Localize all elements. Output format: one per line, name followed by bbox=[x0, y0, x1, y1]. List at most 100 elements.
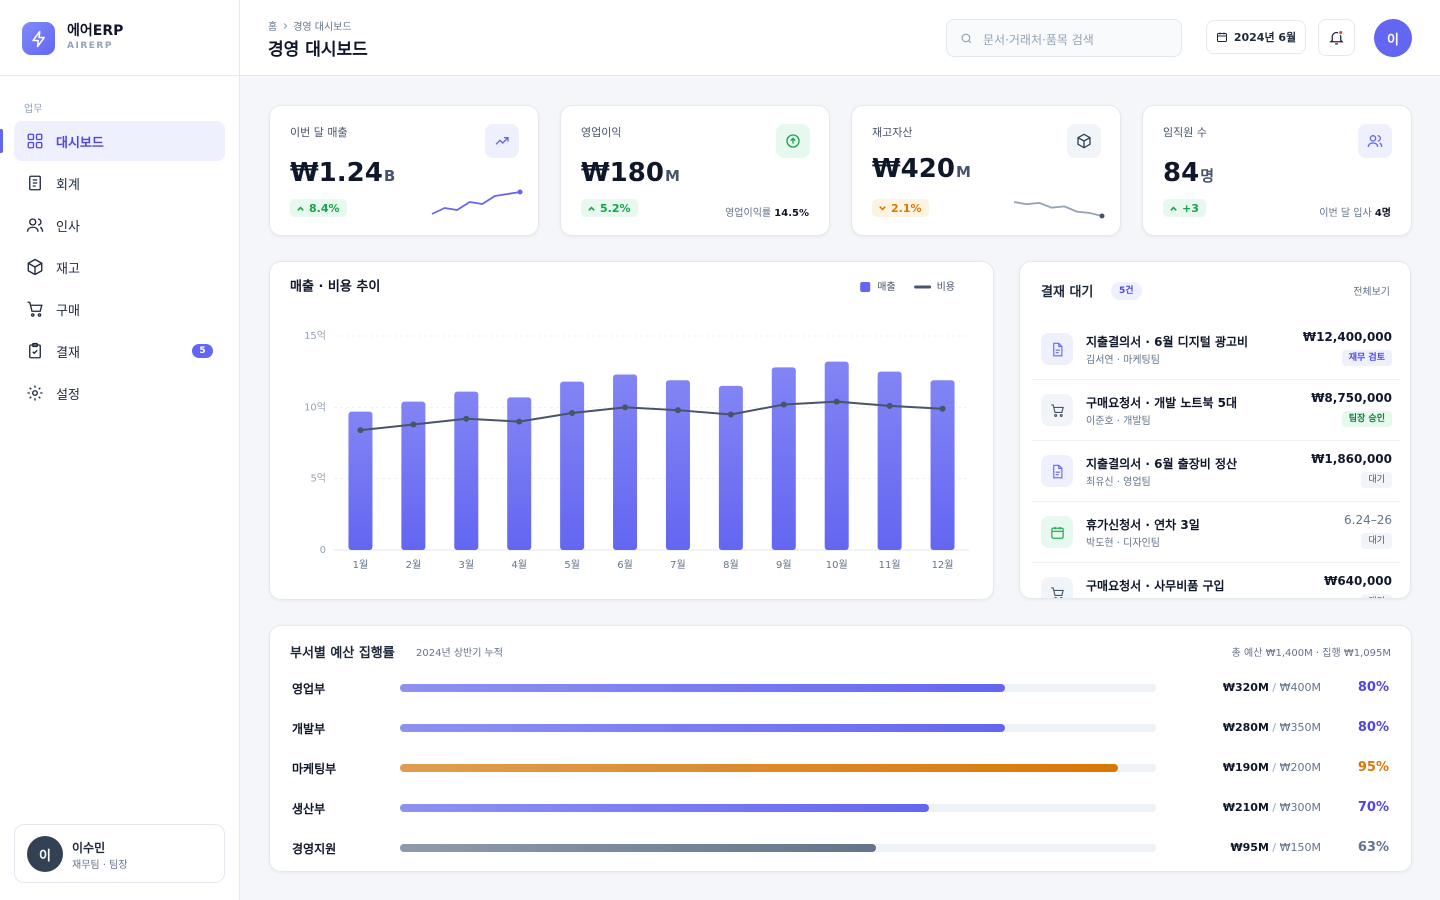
logo bbox=[22, 22, 55, 55]
approval-title: 휴가신청서 · 연차 3일 bbox=[1086, 518, 1200, 532]
department: 개발부 bbox=[292, 722, 326, 736]
nav-item[interactable]: 구매 bbox=[14, 289, 225, 329]
user-name: 이수민 bbox=[72, 841, 106, 855]
x-tick-label: 2월 bbox=[406, 559, 422, 571]
icon bbox=[1050, 403, 1064, 417]
kpi-note: 이번 달 입사 4명 bbox=[1319, 204, 1391, 219]
nav-item[interactable]: 결재 5 bbox=[14, 331, 225, 371]
budget-card: 부서별 예산 집행률 2024년 상반기 누적 총 예산 ₩1,400M · 집… bbox=[269, 625, 1412, 872]
spent: ₩210M bbox=[1222, 801, 1269, 814]
separator: / bbox=[1272, 681, 1277, 694]
approval-item[interactable]: 구매요청서 · 사무비품 구입정민아 · 경영지원팀 ₩640,000 대기 bbox=[1032, 563, 1400, 598]
bar bbox=[348, 411, 373, 550]
approval-item[interactable]: 휴가신청서 · 연차 3일 박도현 · 디자인팀 6.24–26 대기 bbox=[1032, 502, 1400, 563]
kpi-value: 84명 bbox=[1163, 158, 1214, 188]
y-tick-label: 10억 bbox=[304, 401, 326, 413]
bar bbox=[613, 374, 638, 550]
percent: 70% bbox=[1357, 800, 1389, 815]
nav-item[interactable]: 인사 bbox=[14, 205, 225, 245]
nav-item[interactable]: 대시보드 bbox=[14, 121, 225, 161]
user-role: 재무팀 · 팀장 bbox=[72, 860, 128, 871]
approval-item[interactable]: 구매요청서 · 개발 노트북 5대 이준호 · 개발팀 ₩8,750,000 팀장 승… bbox=[1032, 380, 1400, 441]
icon bbox=[1052, 342, 1062, 356]
trend-arrow bbox=[297, 205, 304, 211]
approval-amount: ₩8,750,000 bbox=[1311, 391, 1392, 405]
kpi-delta: 8.4% bbox=[290, 199, 347, 217]
progress-track bbox=[400, 764, 1156, 772]
avatar[interactable]: 이 bbox=[1374, 19, 1412, 57]
budget-summary: 총 예산 ₩1,400M · 집행 ₩1,095M bbox=[1231, 648, 1391, 659]
user-card[interactable]: 이 이수민 재무팀 · 팀장 bbox=[14, 824, 225, 883]
approval-item[interactable]: 지출결의서 · 6월 디지털 광고비 김서연 · 마케팅팀 ₩12,400,000 재… bbox=[1032, 319, 1400, 380]
y-tick-label: 0 bbox=[320, 545, 326, 556]
kpi-unit: B bbox=[383, 167, 396, 185]
icon bbox=[1077, 133, 1091, 149]
line-point bbox=[516, 418, 523, 425]
department: 경영지원 bbox=[292, 842, 337, 856]
line-point bbox=[674, 407, 681, 414]
progress-bar bbox=[400, 844, 877, 852]
spent: ₩320M bbox=[1222, 681, 1269, 694]
kpi-card: 임직원 수 84명 +3 이번 달 입사 4명 bbox=[1142, 105, 1412, 236]
kpi-unit: M bbox=[664, 167, 680, 185]
kpi-card: 이번 달 매출 ₩1.24B 8.4% bbox=[269, 105, 539, 236]
x-tick-label: 11월 bbox=[879, 559, 901, 571]
nav-label: 대시보드 bbox=[56, 135, 104, 151]
x-tick-label: 9월 bbox=[776, 559, 792, 571]
approval-amount: ₩1,860,000 bbox=[1311, 452, 1392, 466]
x-tick-label: 3월 bbox=[459, 559, 475, 571]
x-tick-label: 4월 bbox=[511, 559, 527, 571]
progress-track bbox=[400, 844, 1156, 852]
nav-item[interactable]: 설정 bbox=[14, 373, 225, 413]
search-placeholder: 문서·거래처·품목 검색 bbox=[983, 33, 1094, 47]
legend-swatch bbox=[860, 282, 871, 292]
budget-amount: ₩190M / ₩200M bbox=[1223, 761, 1321, 774]
progress-track bbox=[400, 804, 1156, 812]
budget-amount: ₩95M / ₩150M bbox=[1231, 841, 1321, 854]
user-avatar: 이 bbox=[27, 836, 63, 872]
kpi-delta: 2.1% bbox=[872, 199, 929, 217]
separator: / bbox=[1272, 761, 1277, 774]
approval-item[interactable]: 지출결의서 · 6월 출장비 정산 최유신 · 영업팀 ₩1,860,000 대기 bbox=[1032, 441, 1400, 502]
period-label: 2024년 6월 bbox=[1233, 31, 1297, 44]
budget-amount: ₩210M / ₩300M bbox=[1223, 801, 1321, 814]
period-picker[interactable]: 2024년 6월 bbox=[1206, 20, 1306, 54]
separator: / bbox=[1272, 801, 1277, 814]
approval-title: 구매요청서 · 사무비품 구입 bbox=[1086, 579, 1225, 593]
budget-amount: ₩280M / ₩350M bbox=[1223, 721, 1321, 734]
kpi-delta-value: 5.2% bbox=[600, 201, 631, 215]
notifications[interactable] bbox=[1318, 19, 1355, 56]
bar bbox=[718, 385, 743, 550]
search-box[interactable]: 문서·거래처·품목 검색 bbox=[946, 19, 1182, 57]
icon bbox=[786, 134, 800, 148]
percent: 80% bbox=[1357, 720, 1389, 735]
nav-item[interactable]: 회계 bbox=[14, 163, 225, 203]
kpi-delta: 5.2% bbox=[581, 199, 638, 217]
view-all-link[interactable]: 전체보기 bbox=[1353, 287, 1390, 298]
nav-item[interactable]: 재고 bbox=[14, 247, 225, 287]
kpi-value: ₩1.24B bbox=[290, 158, 395, 188]
line-point bbox=[357, 427, 364, 434]
kpi-note-value: 14.5% bbox=[774, 208, 809, 219]
icon bbox=[1052, 464, 1062, 478]
page-title: 경영 대시보드 bbox=[268, 40, 368, 60]
kpi-label: 영업이익 bbox=[581, 126, 622, 139]
x-tick-label: 5월 bbox=[564, 559, 580, 571]
line bbox=[360, 400, 943, 432]
approval-status: 대기 bbox=[1361, 594, 1392, 598]
nav-label: 구매 bbox=[56, 303, 80, 319]
approvals-card: 결재 대기 5건 전체보기 지출결의서 · 6월 디지털 광고비 김서연 · 마케… bbox=[1019, 261, 1411, 599]
bar bbox=[771, 367, 796, 550]
x-tick-label: 12월 bbox=[932, 559, 954, 571]
budget-amount: ₩320M / ₩400M bbox=[1223, 681, 1321, 694]
kpi-value: ₩180M bbox=[581, 158, 680, 188]
breadcrumb-item[interactable]: 홈 bbox=[268, 22, 278, 33]
progress-track bbox=[400, 724, 1156, 732]
bar bbox=[665, 380, 690, 550]
line-point bbox=[886, 402, 893, 409]
approval-title: 지출결의서 · 6월 디지털 광고비 bbox=[1086, 335, 1249, 349]
nav-label: 재고 bbox=[56, 261, 80, 277]
kpi-label: 임직원 수 bbox=[1163, 126, 1207, 139]
kpi-note-label: 이번 달 입사 bbox=[1319, 208, 1372, 219]
kpi-unit: 명 bbox=[1200, 167, 1214, 185]
